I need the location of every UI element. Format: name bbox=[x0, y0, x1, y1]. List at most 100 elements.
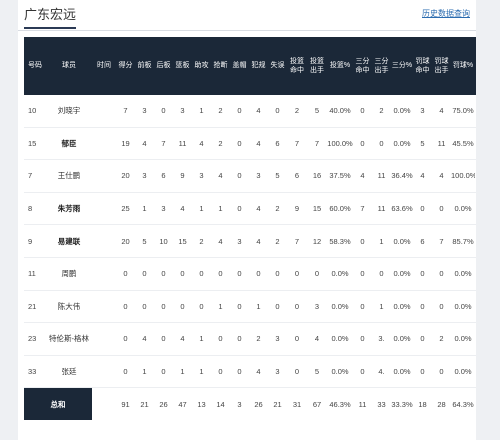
stat-cell: 11 bbox=[432, 127, 451, 161]
stat-cell: 2 bbox=[432, 322, 451, 356]
stat-cell bbox=[92, 290, 116, 324]
stat-cell: 9 bbox=[287, 192, 307, 226]
stat-cell: 0 bbox=[432, 290, 451, 324]
stat-cell bbox=[92, 95, 116, 128]
team-stats-card: 广东宏远 历史数据查询 号码 球员 时间 得分 前板 后板 篮板 助攻 抢断 盖帽 犯规 失误 投篮命中… bbox=[18, 0, 476, 440]
stat-cell: 4 bbox=[432, 95, 451, 128]
stat-cell: 0 bbox=[173, 257, 192, 291]
stat-cell: 7 bbox=[307, 127, 327, 161]
stat-cell: 12 bbox=[307, 224, 327, 258]
stat-cell: 2 bbox=[211, 127, 230, 161]
stat-cell: 11 bbox=[372, 159, 391, 193]
stat-cell: 100.0% bbox=[451, 159, 475, 193]
total-stat-cell: 91 bbox=[121, 399, 130, 409]
player-name-link[interactable]: 陈大伟 bbox=[46, 290, 92, 324]
player-row: 8 朱芳雨 25 1 3 4 1 1 0 4 2 9 15 60.0% 7 11 63.6% 0 0 0.0% bbox=[24, 192, 476, 226]
stat-cell: 11 bbox=[173, 127, 192, 161]
stat-cell: 2 bbox=[211, 95, 230, 128]
total-stat-cell: 26 bbox=[254, 399, 263, 409]
stat-cell: 4 bbox=[353, 159, 372, 193]
total-stat-cell: 28 bbox=[437, 399, 446, 409]
stat-cell: 0.0% bbox=[391, 224, 413, 258]
stat-cell: 0 bbox=[230, 355, 249, 389]
stat-cell: 3 bbox=[154, 192, 173, 226]
player-name-link[interactable]: 刘晓宇 bbox=[46, 95, 92, 128]
player-name-link[interactable]: 张廷 bbox=[46, 355, 92, 389]
stat-cell bbox=[92, 159, 116, 193]
stat-cell: 0 bbox=[432, 257, 451, 291]
stat-cell: 2 bbox=[372, 95, 391, 128]
stat-cell: 1 bbox=[192, 322, 211, 356]
stat-cell: 0.0% bbox=[327, 257, 353, 291]
stat-cell: 0 bbox=[230, 127, 249, 161]
stat-cell: 0 bbox=[413, 355, 432, 389]
stat-cell: 1 bbox=[173, 355, 192, 389]
player-name-link[interactable]: 易建联 bbox=[46, 224, 92, 258]
stat-cell: 15 bbox=[307, 192, 327, 226]
total-stat-cell: 33.3% bbox=[391, 399, 413, 409]
player-row: 11 周鹏 0 0 0 0 0 0 0 0 0 0 0 0.0% 0 0 0.0% 0 0 0.0% bbox=[24, 257, 476, 291]
stat-cell: 85.7% bbox=[451, 224, 475, 258]
stat-cell: 0 bbox=[268, 290, 287, 324]
stat-cell: 0.0% bbox=[451, 257, 475, 291]
total-stat-cell: 47 bbox=[178, 399, 187, 409]
stat-cell: 4 bbox=[249, 127, 268, 161]
stat-cell: 5 bbox=[307, 95, 327, 128]
stat-cell: 0 bbox=[116, 290, 135, 324]
stat-cell: 0 bbox=[211, 355, 230, 389]
column-header: 球员 bbox=[46, 37, 92, 95]
player-name-link[interactable]: 郁臣 bbox=[46, 127, 92, 161]
stat-cell: 5 bbox=[268, 159, 287, 193]
column-header: 篮板 bbox=[173, 37, 192, 95]
stat-cell: 0 bbox=[413, 192, 432, 226]
stat-cell: 0 bbox=[211, 257, 230, 291]
stat-cell: 58.3% bbox=[327, 224, 353, 258]
stat-cell: 0 bbox=[287, 322, 307, 356]
column-header: 前板 bbox=[135, 37, 154, 95]
stat-cell: 15 bbox=[173, 224, 192, 258]
player-number: 8 bbox=[24, 192, 46, 226]
column-header: 盖帽 bbox=[230, 37, 249, 95]
player-number: 33 bbox=[24, 355, 46, 389]
player-name-link[interactable]: 朱芳雨 bbox=[46, 192, 92, 226]
stat-cell: 0 bbox=[230, 159, 249, 193]
column-header: 投篮命中 bbox=[287, 37, 307, 95]
stat-cell: 3 bbox=[268, 355, 287, 389]
stat-cell: 0 bbox=[432, 192, 451, 226]
stat-cell bbox=[92, 127, 116, 161]
stat-cell: 4 bbox=[135, 127, 154, 161]
player-row: 7 王仕鹏 20 3 6 9 3 4 0 3 5 6 16 37.5% 4 11 36.4% 4 4 100.0% bbox=[24, 159, 476, 193]
player-name-link[interactable]: 特伦斯-格林 bbox=[46, 322, 92, 356]
stat-cell: 0.0% bbox=[391, 95, 413, 128]
player-name-link[interactable]: 周鹏 bbox=[46, 257, 92, 291]
history-data-link[interactable]: 历史数据查询 bbox=[422, 9, 470, 18]
total-stat-cell: 26 bbox=[159, 399, 168, 409]
player-name-link[interactable]: 王仕鹏 bbox=[46, 159, 92, 193]
stat-cell bbox=[92, 355, 116, 389]
column-header: 后板 bbox=[154, 37, 173, 95]
stat-cell: 4 bbox=[413, 159, 432, 193]
stat-cell: 3 bbox=[307, 290, 327, 324]
stat-cell: 0 bbox=[154, 257, 173, 291]
stat-cell: 3. bbox=[372, 322, 391, 356]
stat-cell: 0 bbox=[353, 95, 372, 128]
stat-cell: 6 bbox=[154, 159, 173, 193]
stat-cell: 10 bbox=[154, 224, 173, 258]
stat-cell: 1 bbox=[135, 355, 154, 389]
player-number: 11 bbox=[24, 257, 46, 291]
stat-cell: 0 bbox=[413, 257, 432, 291]
stat-cell: 4 bbox=[173, 192, 192, 226]
player-row: 21 陈大伟 0 0 0 0 0 1 0 1 0 0 3 0.0% 0 1 0.0% 0 0 0.0% bbox=[24, 290, 476, 324]
stat-cell: 1 bbox=[211, 290, 230, 324]
player-number: 21 bbox=[24, 290, 46, 324]
stat-cell: 4 bbox=[135, 322, 154, 356]
stat-cell: 40.0% bbox=[327, 95, 353, 128]
total-stat-cell: 46.3% bbox=[329, 399, 351, 409]
stat-cell: 1 bbox=[135, 192, 154, 226]
player-row: 33 张廷 0 1 0 1 1 0 0 4 3 0 5 0.0% 0 4. 0.0% 0 0 0.0% bbox=[24, 355, 476, 389]
stat-cell: 2 bbox=[268, 224, 287, 258]
stat-cell: 0 bbox=[353, 224, 372, 258]
stat-cell: 6 bbox=[287, 159, 307, 193]
column-header: 号码 bbox=[24, 37, 46, 95]
stat-cell: 0 bbox=[192, 290, 211, 324]
